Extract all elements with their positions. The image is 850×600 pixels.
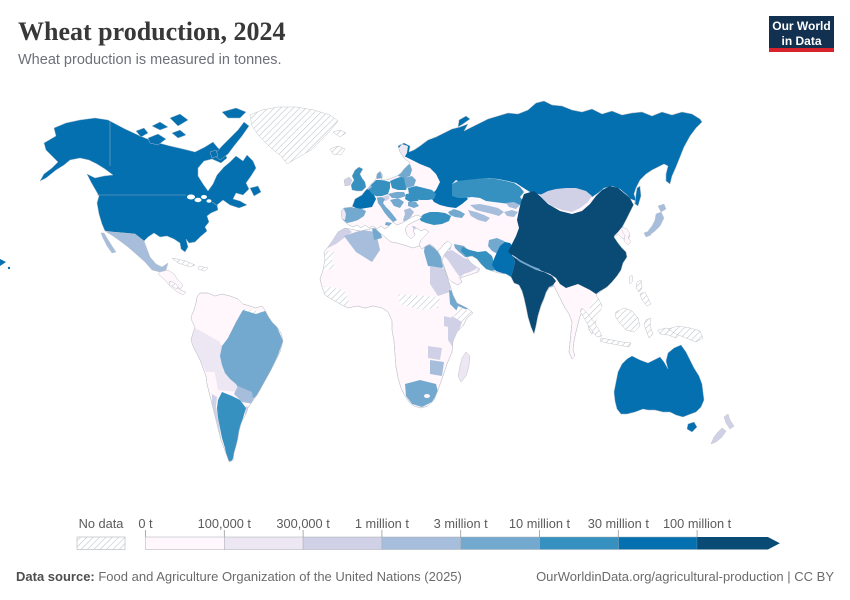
svg-text:300,000 t: 300,000 t [276,516,330,531]
svg-text:100 million t: 100 million t [663,516,732,531]
svg-text:3 million t: 3 million t [434,516,488,531]
svg-text:0 t: 0 t [138,516,153,531]
svg-text:10 million t: 10 million t [509,516,571,531]
svg-text:1 million t: 1 million t [355,516,409,531]
svg-text:No data: No data [79,516,125,531]
svg-text:30 million t: 30 million t [588,516,650,531]
svg-text:100,000 t: 100,000 t [198,516,252,531]
